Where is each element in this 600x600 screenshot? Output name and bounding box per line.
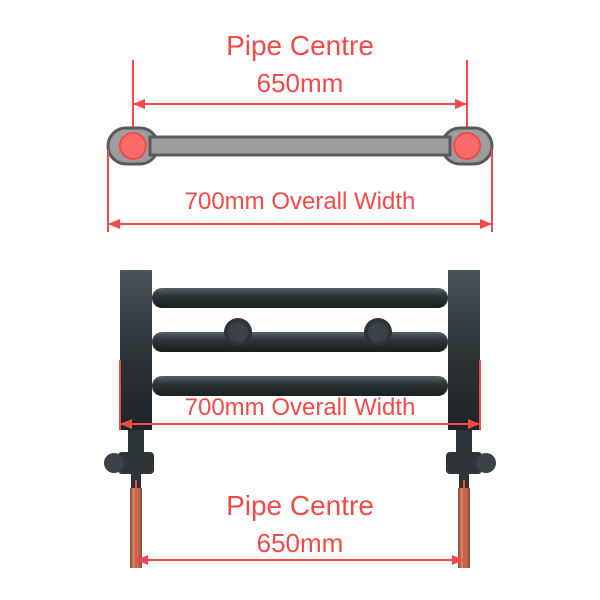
- radiator-tube: [152, 376, 448, 396]
- bottom-overall-width-label: 700mm Overall Width: [0, 394, 600, 422]
- bottom-pipe-centre-title: Pipe Centre: [0, 490, 600, 522]
- top-pipe-centre-title: Pipe Centre: [0, 30, 600, 62]
- top-overall-width-label: 700mm Overall Width: [0, 188, 600, 216]
- top-view-bar: [108, 128, 492, 164]
- radiator-tube: [152, 288, 448, 308]
- bottom-pipe-centre-value: 650mm: [0, 528, 600, 559]
- top-pipe-centre-value: 650mm: [0, 68, 600, 99]
- radiator-tube: [152, 332, 448, 352]
